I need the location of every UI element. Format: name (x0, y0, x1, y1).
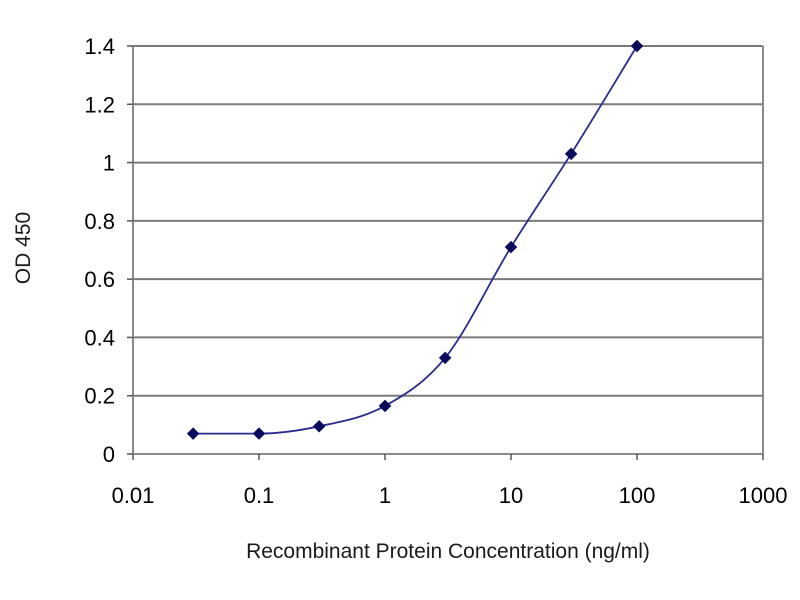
y-tick-label: 0.8 (84, 209, 115, 234)
x-tick-label: 0.01 (112, 483, 155, 508)
x-tick-label: 100 (619, 483, 656, 508)
x-tick-label: 1000 (739, 483, 788, 508)
x-axis-title: Recombinant Protein Concentration (ng/ml… (246, 540, 650, 563)
data-point-marker (186, 427, 200, 440)
data-point-marker (504, 240, 518, 254)
y-tick-label: 0.6 (84, 267, 115, 292)
y-tick-label: 0 (103, 442, 115, 467)
x-tick-label: 10 (499, 483, 523, 508)
y-axis-title: OD 450 (12, 212, 35, 284)
grid-layer (133, 45, 763, 397)
data-point-marker (564, 147, 578, 161)
data-point-marker (630, 39, 644, 53)
x-tick-label: 1 (379, 483, 391, 508)
y-tick-label: 1 (103, 151, 115, 176)
y-tick-label: 1.4 (84, 34, 115, 59)
x-tick-label: 0.1 (244, 483, 275, 508)
plot-frame (132, 46, 764, 455)
y-axis-ticks: 0 0.2 0.4 0.6 0.8 1 1.2 1.4 (84, 34, 133, 467)
data-point-marker (312, 419, 326, 433)
data-point-marker (438, 351, 452, 365)
y-tick-label: 0.2 (84, 384, 115, 409)
y-tick-label: 0.4 (84, 325, 115, 350)
data-point-marker (378, 399, 392, 413)
y-tick-label: 1.2 (84, 92, 115, 117)
x-axis-ticks: 0.01 0.1 1 10 100 1000 (112, 454, 788, 508)
data-point-marker (252, 427, 266, 440)
marker-layer (186, 39, 644, 440)
